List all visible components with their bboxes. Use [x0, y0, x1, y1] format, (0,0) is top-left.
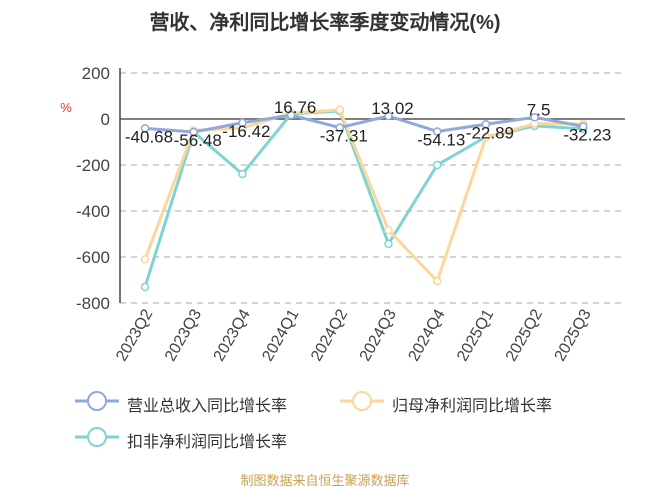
legend-marker-net-profit	[340, 390, 392, 417]
data-point	[140, 124, 150, 133]
data-label: 13.02	[371, 99, 414, 118]
legend-label: 营业总收入同比增长率	[127, 397, 288, 415]
data-point	[432, 160, 442, 170]
x-tick-label: 2025Q1	[454, 306, 497, 364]
series-line-1	[143, 108, 584, 284]
data-point	[384, 225, 393, 235]
y-tick-label: -200	[76, 156, 110, 175]
x-tick-label: 2024Q2	[308, 306, 351, 364]
data-label: -32.23	[563, 125, 611, 144]
x-tick-label: 2024Q4	[405, 306, 448, 364]
data-label: 7.5	[527, 100, 551, 119]
y-tick-label: -800	[76, 294, 110, 313]
data-label: -22.89	[466, 123, 514, 142]
data-point	[432, 127, 442, 136]
data-point	[384, 239, 393, 249]
source-note: 制图数据来自恒生聚源数据库	[240, 473, 410, 488]
data-point	[286, 110, 296, 120]
x-tick-label: 2023Q2	[113, 306, 156, 364]
x-tick-label: 2023Q3	[162, 306, 205, 364]
x-tick-label: 2024Q1	[259, 306, 302, 364]
series-line-0	[144, 113, 584, 134]
data-label: -56.48	[174, 131, 222, 150]
legend-marker-revenue	[75, 390, 127, 417]
data-point	[579, 122, 588, 131]
x-tick-label: 2025Q2	[503, 306, 546, 364]
x-tick-label: 2024Q3	[357, 306, 400, 364]
data-label: 16.76	[274, 98, 317, 117]
legend-marker-deducted-profit	[75, 426, 127, 453]
data-point	[238, 118, 247, 128]
data-point	[335, 123, 345, 132]
data-label: -54.13	[417, 130, 465, 149]
data-point	[335, 105, 345, 115]
y-axis-label: %	[60, 100, 72, 115]
legend-label: 扣非净利润同比增长率	[127, 433, 288, 451]
data-point	[481, 133, 491, 142]
legend-deducted-profit[interactable]: 扣非净利润同比增长率	[75, 426, 287, 453]
data-label: -40.68	[125, 127, 173, 146]
legend-label: 归母净利润同比增长率	[392, 397, 553, 415]
x-tick-label: 2025Q3	[552, 306, 595, 364]
y-tick-label: -600	[76, 248, 110, 267]
legend-net-profit[interactable]: 归母净利润同比增长率	[340, 390, 552, 417]
data-point	[238, 169, 247, 179]
data-label: -16.42	[222, 122, 270, 141]
x-tick-label: 2023Q4	[211, 306, 254, 364]
y-tick-label: -400	[76, 202, 110, 221]
data-point	[140, 255, 150, 264]
data-point	[140, 282, 150, 292]
data-point	[481, 120, 491, 129]
y-tick-label: 0	[101, 110, 110, 129]
data-point	[189, 127, 198, 137]
data-point	[530, 113, 539, 122]
data-point	[384, 111, 393, 121]
data-label: -37.31	[320, 127, 368, 146]
legend-revenue[interactable]: 营业总收入同比增长率	[75, 390, 287, 417]
y-tick-label: 200	[82, 64, 110, 83]
chart-title: 营收、净利同比增长率季度变动情况(%)	[149, 12, 501, 34]
data-point	[432, 276, 442, 286]
